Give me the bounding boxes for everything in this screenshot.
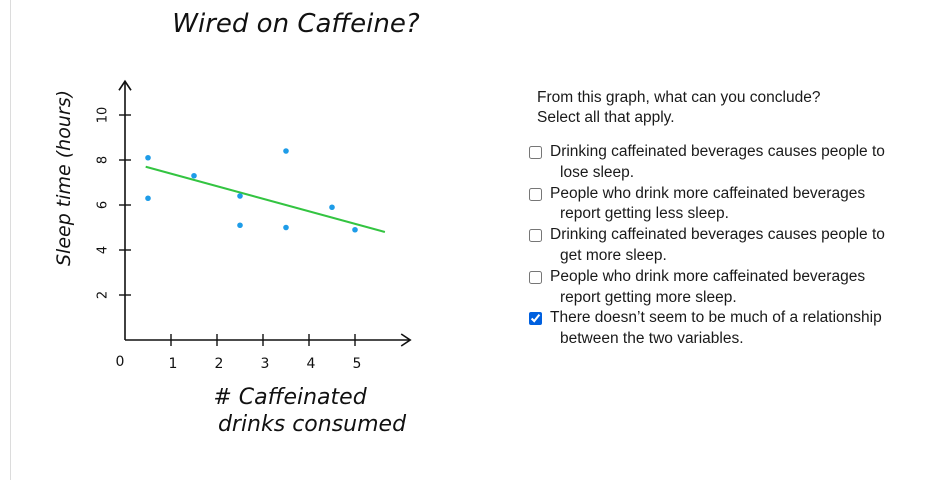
- y-axis-arrow: [118, 79, 132, 91]
- question-prompt: From this graph, what can you conclude? …: [537, 88, 928, 128]
- x-axis-arrow: [400, 333, 412, 347]
- question-prompt-line-2: Select all that apply.: [537, 109, 675, 126]
- x-axis-label-line-2: drinks consumed: [218, 412, 407, 437]
- option-4-checkbox[interactable]: [529, 270, 542, 284]
- option-4: People who drink more caffeinated bevera…: [528, 267, 928, 309]
- trend-line: [145, 165, 386, 233]
- option-2: People who drink more caffeinated bevera…: [528, 184, 928, 226]
- data-point: [237, 222, 243, 229]
- chart-title: Wired on Caffeine?: [172, 9, 420, 39]
- data-point: [237, 193, 243, 199]
- data-point: [352, 226, 358, 233]
- scatter-chart: Wired on Caffeine? Sleep time (hours) # …: [53, 9, 420, 437]
- option-4-label[interactable]: People who drink more caffeinated bevera…: [550, 267, 866, 306]
- x-tick-label: 4: [307, 356, 316, 372]
- option-1-checkbox[interactable]: [529, 146, 542, 159]
- y-tick-label: 10: [96, 107, 111, 124]
- x-tick-label: 2: [215, 356, 224, 372]
- y-tick-label: 8: [96, 156, 111, 164]
- option-5: There doesn’t seem to be much of a relat…: [528, 308, 928, 350]
- question-panel: From this graph, what can you conclude? …: [528, 88, 928, 350]
- x-tick-label: 1: [169, 356, 178, 372]
- y-tick-label: 6: [96, 201, 111, 209]
- question-prompt-line-1: From this graph, what can you conclude?: [537, 89, 821, 106]
- option-3: Drinking caffeinated beverages causes pe…: [528, 225, 928, 267]
- data-point: [145, 195, 151, 202]
- x-axis-label-line-1: # Caffeinated: [213, 385, 367, 410]
- option-1-label[interactable]: Drinking caffeinated beverages causes pe…: [550, 143, 885, 181]
- y-tick-label: 4: [96, 246, 111, 254]
- data-point: [145, 154, 151, 161]
- answer-options: Drinking caffeinated beverages causes pe…: [528, 142, 928, 350]
- data-point: [283, 224, 289, 231]
- y-axis-label: Sleep time (hours): [53, 90, 75, 266]
- option-2-checkbox[interactable]: [529, 187, 542, 201]
- frame-edge: [10, 0, 11, 480]
- data-point: [329, 204, 335, 211]
- option-5-checkbox[interactable]: [529, 312, 542, 326]
- option-5-label[interactable]: There doesn’t seem to be much of a relat…: [550, 309, 882, 348]
- option-3-checkbox[interactable]: [529, 229, 542, 243]
- x-tick-label: 5: [353, 356, 362, 372]
- origin-label: 0: [116, 354, 125, 370]
- option-2-label[interactable]: People who drink more caffeinated bevera…: [550, 184, 866, 223]
- y-tick-label: 2: [96, 291, 111, 299]
- option-3-label[interactable]: Drinking caffeinated beverages causes pe…: [550, 226, 885, 264]
- x-tick-label: 3: [261, 356, 270, 372]
- option-1: Drinking caffeinated beverages causes pe…: [528, 142, 928, 184]
- chart-svg: Wired on Caffeine? Sleep time (hours) # …: [53, 9, 420, 437]
- data-point: [191, 172, 197, 179]
- data-point: [283, 148, 289, 154]
